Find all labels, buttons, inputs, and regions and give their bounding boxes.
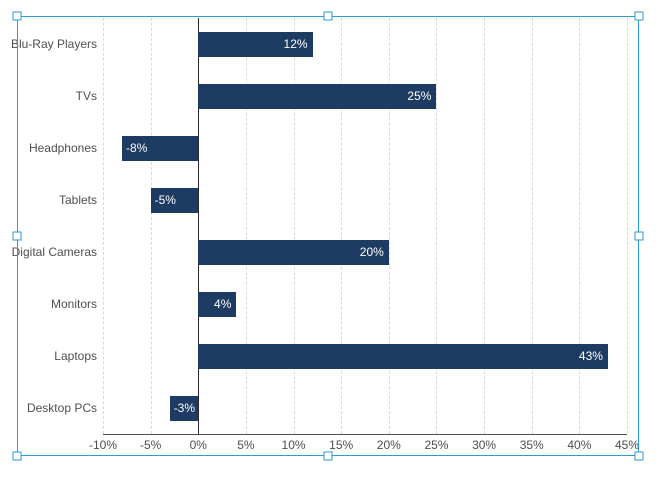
category-label-tvs: TVs [75,89,97,103]
bar-digital-cameras[interactable]: 20% [198,239,389,265]
zero-axis-line [197,18,200,434]
gridline [103,18,104,434]
bar-tablets[interactable]: -5% [150,187,199,213]
x-tick-label: 20% [376,438,401,452]
gridline [341,18,343,434]
gridline [579,18,581,434]
gridline [484,18,486,434]
selection-handle-middle-right[interactable] [634,231,644,241]
gridline [150,18,152,434]
selection-handle-top-center[interactable] [323,11,333,21]
gridline [388,18,390,434]
x-axis-line [103,433,627,435]
category-label-laptops: Laptops [54,349,97,363]
category-label-desktop-pcs: Desktop PCs [26,401,97,415]
x-tick-label: 40% [567,438,592,452]
category-label-blu-ray-players: Blu-Ray Players [10,37,97,51]
bar-value-label: -5% [154,193,176,207]
selection-handle-bottom-center[interactable] [323,451,333,461]
x-tick-label: 25% [424,438,449,452]
gridline [627,18,628,434]
gridline [293,18,295,434]
bar-value-label: 12% [283,37,308,51]
bar-value-label: 4% [214,297,232,311]
x-tick-label: -10% [88,438,118,452]
selection-handle-bottom-left[interactable] [12,451,22,461]
bar-monitors[interactable]: 4% [198,291,237,317]
x-tick-label: 35% [519,438,544,452]
bar-tvs[interactable]: 25% [198,83,437,109]
gridline [531,18,533,434]
x-tick-label: 5% [237,438,255,452]
bar-value-label: 43% [578,349,603,363]
x-tick-label: 15% [329,438,354,452]
gridline [436,18,438,434]
x-tick-label: 30% [472,438,497,452]
gridline [245,18,247,434]
category-label-digital-cameras: Digital Cameras [11,245,97,259]
category-label-tablets: Tablets [58,193,97,207]
bar-value-label: -3% [173,401,196,415]
x-tick-label: -5% [139,438,162,452]
selection-handle-top-right[interactable] [634,11,644,21]
category-label-monitors: Monitors [50,297,97,311]
x-tick-label: 0% [189,438,207,452]
bar-value-label: 20% [359,245,384,259]
x-tick-label: 10% [281,438,306,452]
chart-selection-border [17,16,639,456]
selection-handle-middle-left[interactable] [12,231,22,241]
bar-headphones[interactable]: -8% [122,135,199,161]
bar-blu-ray-players[interactable]: 12% [198,31,313,57]
bar-desktop-pcs[interactable]: -3% [169,395,199,421]
bar-value-label: -8% [126,141,148,155]
selection-handle-top-left[interactable] [12,11,22,21]
category-label-headphones: Headphones [28,141,97,155]
selection-handle-bottom-right[interactable] [634,451,644,461]
x-tick-label: 45% [614,438,640,452]
bar-laptops[interactable]: 43% [198,343,608,369]
bar-value-label: 25% [407,89,432,103]
